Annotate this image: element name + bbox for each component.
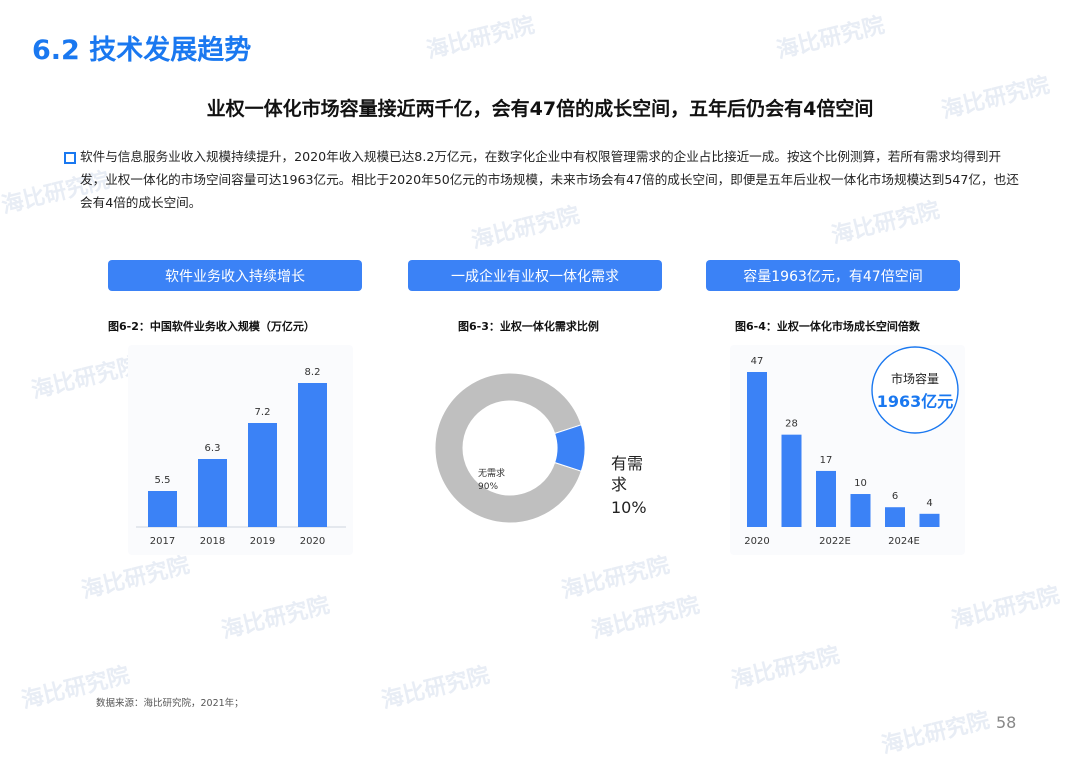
slice-label-demand-cont: 求	[611, 475, 627, 494]
tick-label-2020: 2020	[744, 536, 769, 547]
watermark: 海比研究院	[879, 707, 993, 759]
watermark: 海比研究院	[379, 662, 493, 714]
figure-title-6-3: 图6-3：业权一体化需求比例	[458, 320, 599, 333]
data-label-2020: 8.2	[305, 367, 321, 378]
bullet-paragraph: 软件与信息服务业收入规模持续提升，2020年收入规模已达8.2万亿元，在数字化企…	[80, 149, 1019, 210]
bar-2024E	[885, 507, 905, 527]
data-label-2023E: 10	[854, 478, 867, 489]
slice-label-no-demand: 无需求	[478, 467, 505, 479]
pill-demand-ratio: 一成企业有业权一体化需求	[408, 260, 662, 291]
bar-2021E	[781, 434, 802, 527]
tick-label-2017: 2017	[150, 536, 175, 547]
watermark: 海比研究院	[79, 552, 193, 604]
software-revenue-bar-chart: 5.5 2017 6.3 2018 7.2 2019 8.2 2020	[136, 367, 346, 547]
market-growth-bar-chart: 47 2020 28 17 2022E 10 6 2024E 4 市场容量 1963亿元	[744, 346, 959, 547]
data-label-2021E: 28	[785, 419, 798, 430]
figure-title-6-4: 图6-4：业权一体化市场成长空间倍数	[735, 320, 920, 333]
watermark: 海比研究院	[589, 592, 703, 644]
pill-market-capacity: 容量1963亿元，有47倍空间	[706, 260, 960, 291]
data-label-2024E: 6	[892, 491, 898, 502]
bar-2017	[148, 491, 177, 527]
bar-2023E	[850, 494, 871, 527]
bar-2019	[248, 423, 277, 527]
tick-label-2024E: 2024E	[888, 536, 920, 547]
watermark: 海比研究院	[424, 12, 538, 64]
bar-2020	[298, 383, 327, 527]
data-label-2018: 6.3	[205, 443, 221, 454]
donut-slice-1	[554, 424, 586, 472]
watermark: 海比研究院	[219, 592, 333, 644]
tick-label-2019: 2019	[250, 536, 275, 547]
tick-label-2022E: 2022E	[819, 536, 851, 547]
donut-slice-0	[434, 372, 582, 524]
tick-label-2018: 2018	[200, 536, 225, 547]
bar-2022E	[816, 470, 836, 527]
callout-circle	[871, 346, 959, 434]
tick-label-2020: 2020	[300, 536, 325, 547]
data-label-2017: 5.5	[155, 475, 171, 486]
page-number: 58	[996, 713, 1017, 732]
watermark: 海比研究院	[559, 552, 673, 604]
watermark: 海比研究院	[774, 12, 888, 64]
callout-value: 1963亿元	[877, 392, 954, 411]
slice-value-no-demand: 90%	[478, 482, 498, 492]
bar-2020	[747, 372, 767, 527]
figure-title-6-2: 图6-2：中国软件业务收入规模（万亿元）	[108, 320, 315, 333]
headline: 业权一体化市场容量接近两千亿，会有47倍的成长空间，五年后仍会有4倍空间	[206, 98, 874, 120]
watermark: 海比研究院	[729, 642, 843, 694]
slice-label-demand: 有需	[611, 454, 643, 473]
slice-value-demand: 10%	[611, 498, 647, 517]
bullet-square-icon	[64, 152, 76, 164]
bar-2018	[198, 459, 227, 527]
data-label-2025E: 4	[926, 498, 932, 509]
callout-label: 市场容量	[891, 371, 939, 386]
data-label-2022E: 17	[820, 455, 833, 466]
data-source: 数据来源：海比研究院，2021年；	[96, 698, 244, 709]
data-label-2019: 7.2	[255, 407, 271, 418]
demand-donut-chart: 无需求 90% 有需求 10%	[434, 372, 647, 524]
section-title: 6.2 技术发展趋势	[32, 35, 252, 66]
pill-software-growth: 软件业务收入持续增长	[108, 260, 362, 291]
watermark: 海比研究院	[949, 582, 1063, 634]
watermark: 海比研究院	[29, 352, 143, 404]
bar-2025E	[919, 513, 940, 527]
data-label-2020: 47	[751, 356, 764, 367]
